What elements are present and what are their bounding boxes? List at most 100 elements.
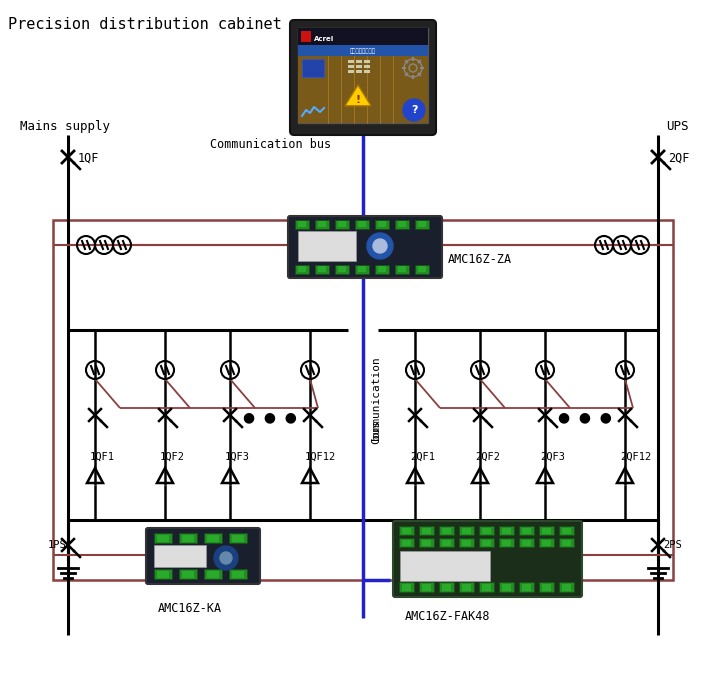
Bar xyxy=(356,60,362,63)
Polygon shape xyxy=(345,85,371,106)
Bar xyxy=(519,526,534,535)
Bar xyxy=(295,220,309,229)
Bar xyxy=(157,571,169,578)
Text: 2QF: 2QF xyxy=(668,152,690,165)
Bar xyxy=(335,265,349,274)
Bar xyxy=(542,528,551,534)
Bar xyxy=(378,266,386,272)
FancyBboxPatch shape xyxy=(393,521,582,597)
Bar xyxy=(522,528,531,534)
Bar xyxy=(400,551,490,581)
FancyBboxPatch shape xyxy=(146,528,260,584)
Bar xyxy=(562,528,571,534)
Bar xyxy=(459,582,474,592)
Text: 2QF1: 2QF1 xyxy=(410,452,435,462)
Text: 2QF12: 2QF12 xyxy=(620,452,651,462)
Bar xyxy=(358,221,366,227)
Text: AMC16Z-FAK48: AMC16Z-FAK48 xyxy=(405,610,491,623)
Bar xyxy=(207,571,219,578)
Bar xyxy=(398,266,406,272)
Bar xyxy=(402,540,411,546)
Bar xyxy=(378,221,386,227)
Text: ?: ? xyxy=(411,105,417,115)
Bar xyxy=(402,528,411,534)
Text: 1QF: 1QF xyxy=(78,152,99,165)
Bar xyxy=(462,584,471,591)
Text: UPS: UPS xyxy=(666,120,688,133)
Bar xyxy=(539,538,554,547)
Bar xyxy=(479,538,494,547)
Text: 精密配电监测系统: 精密配电监测系统 xyxy=(350,48,376,54)
Bar xyxy=(399,538,414,547)
Bar xyxy=(459,526,474,535)
Text: Precision distribution cabinet: Precision distribution cabinet xyxy=(8,17,282,32)
Bar xyxy=(364,65,370,68)
Bar xyxy=(559,538,574,547)
FancyBboxPatch shape xyxy=(288,216,442,278)
Bar xyxy=(402,584,411,591)
Bar xyxy=(399,582,414,592)
Bar xyxy=(207,535,219,542)
Bar xyxy=(479,582,494,592)
Bar xyxy=(302,59,324,77)
Bar xyxy=(364,70,370,73)
Bar xyxy=(562,584,571,591)
Bar xyxy=(415,265,429,274)
Bar xyxy=(442,540,451,546)
Bar xyxy=(338,266,346,272)
Text: 1QF2: 1QF2 xyxy=(160,452,185,462)
Circle shape xyxy=(367,233,393,259)
Bar xyxy=(301,31,311,42)
Bar xyxy=(419,538,434,547)
Bar xyxy=(499,582,514,592)
Text: Communication: Communication xyxy=(371,356,381,444)
Bar xyxy=(348,65,354,68)
Bar xyxy=(422,528,431,534)
Text: 2QF2: 2QF2 xyxy=(475,452,500,462)
Bar xyxy=(318,266,326,272)
Bar xyxy=(179,533,197,543)
Bar xyxy=(462,528,471,534)
Bar xyxy=(395,220,409,229)
Bar xyxy=(479,526,494,535)
Bar xyxy=(154,545,206,567)
Bar xyxy=(439,538,454,547)
Bar xyxy=(459,538,474,547)
Bar xyxy=(482,528,491,534)
Bar xyxy=(519,582,534,592)
Bar xyxy=(375,220,389,229)
Bar xyxy=(348,70,354,73)
Circle shape xyxy=(220,552,232,564)
Bar xyxy=(298,56,428,123)
Bar xyxy=(179,569,197,579)
Bar xyxy=(375,265,389,274)
Bar xyxy=(542,540,551,546)
Bar xyxy=(395,265,409,274)
Bar xyxy=(502,528,511,534)
Text: 2PS: 2PS xyxy=(663,540,682,550)
Bar xyxy=(229,569,247,579)
Bar xyxy=(315,220,329,229)
Bar xyxy=(348,60,354,63)
Bar xyxy=(298,231,356,261)
Bar xyxy=(415,220,429,229)
Bar xyxy=(204,533,222,543)
Bar xyxy=(157,535,169,542)
Bar xyxy=(418,266,426,272)
FancyBboxPatch shape xyxy=(290,20,436,135)
Bar xyxy=(482,584,491,591)
Bar xyxy=(482,540,491,546)
Text: 1QF12: 1QF12 xyxy=(305,452,336,462)
Bar xyxy=(318,221,326,227)
Bar xyxy=(499,538,514,547)
Bar xyxy=(298,266,306,272)
Bar xyxy=(398,221,406,227)
Bar xyxy=(418,221,426,227)
Bar xyxy=(154,569,172,579)
Bar xyxy=(442,584,451,591)
Text: ●  ●  ●: ● ● ● xyxy=(243,410,297,424)
Bar xyxy=(562,540,571,546)
Bar xyxy=(53,220,673,580)
Bar xyxy=(559,526,574,535)
Bar xyxy=(335,220,349,229)
